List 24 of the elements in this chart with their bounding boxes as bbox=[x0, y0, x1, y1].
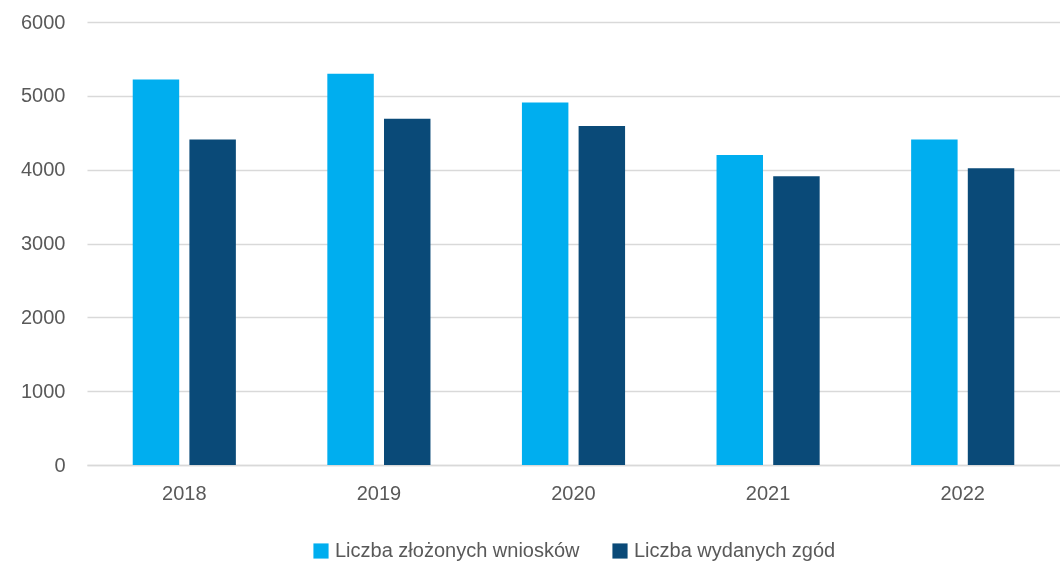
bar bbox=[967, 168, 1015, 465]
bar bbox=[327, 73, 374, 465]
bar bbox=[911, 139, 958, 465]
bar bbox=[189, 139, 236, 465]
y-tick-label: 6000 bbox=[21, 10, 66, 33]
x-tick-label: 2021 bbox=[745, 481, 791, 504]
bar bbox=[132, 79, 180, 465]
bar bbox=[521, 102, 569, 465]
bar bbox=[578, 126, 626, 465]
y-tick-label: 2000 bbox=[21, 305, 66, 328]
y-tick-label: 5000 bbox=[21, 84, 66, 107]
x-tick-label: 2018 bbox=[162, 481, 207, 504]
x-tick-label: 2019 bbox=[356, 481, 402, 504]
x-tick-label: 2020 bbox=[551, 481, 596, 504]
y-tick-label: 4000 bbox=[21, 158, 66, 181]
x-tick-label: 2022 bbox=[940, 481, 985, 504]
y-tick-label: 1000 bbox=[21, 379, 66, 402]
bar bbox=[773, 176, 820, 465]
y-tick-label: 0 bbox=[54, 453, 66, 476]
bar bbox=[716, 154, 763, 465]
legend-label: Liczba wydanych zgód bbox=[634, 539, 836, 561]
y-tick-label: 3000 bbox=[21, 232, 66, 254]
legend-label: Liczba złożonych wniosków bbox=[335, 539, 581, 561]
bar bbox=[384, 118, 431, 465]
